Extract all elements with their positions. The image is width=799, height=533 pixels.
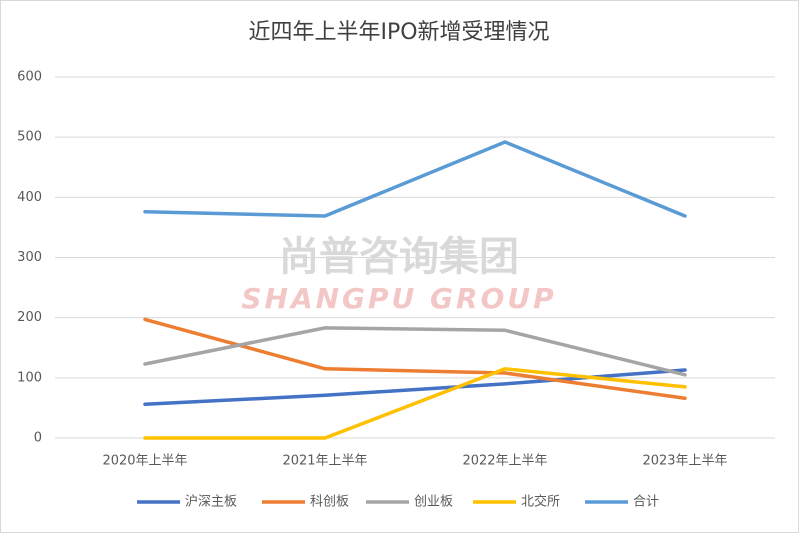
y-tick-label: 100 (17, 370, 42, 385)
y-tick-label: 0 (34, 431, 42, 446)
series-line (143, 367, 687, 440)
legend-label: 科创板 (310, 495, 349, 510)
y-tick-label: 600 (17, 70, 42, 85)
legend-label: 沪深主板 (185, 494, 237, 510)
y-tick-label: 200 (17, 310, 42, 325)
y-tick-label: 500 (17, 130, 42, 145)
legend-label: 北交所 (521, 494, 560, 510)
y-tick-label: 400 (17, 190, 42, 205)
x-tick-label: 2022年上半年 (462, 454, 547, 469)
series-line (143, 140, 687, 218)
x-tick-label: 2020年上半年 (102, 454, 187, 469)
x-tick-label: 2023年上半年 (642, 454, 727, 469)
legend-label: 合计 (633, 495, 659, 510)
x-tick-label: 2021年上半年 (282, 454, 367, 469)
series-line (143, 326, 687, 377)
chart-title: 近四年上半年IPO新增受理情况 (248, 20, 549, 45)
y-tick-label: 300 (17, 250, 42, 265)
series-line (143, 317, 687, 401)
legend-label: 创业板 (414, 495, 453, 510)
watermark: SHANGPU GROUP (241, 282, 556, 315)
